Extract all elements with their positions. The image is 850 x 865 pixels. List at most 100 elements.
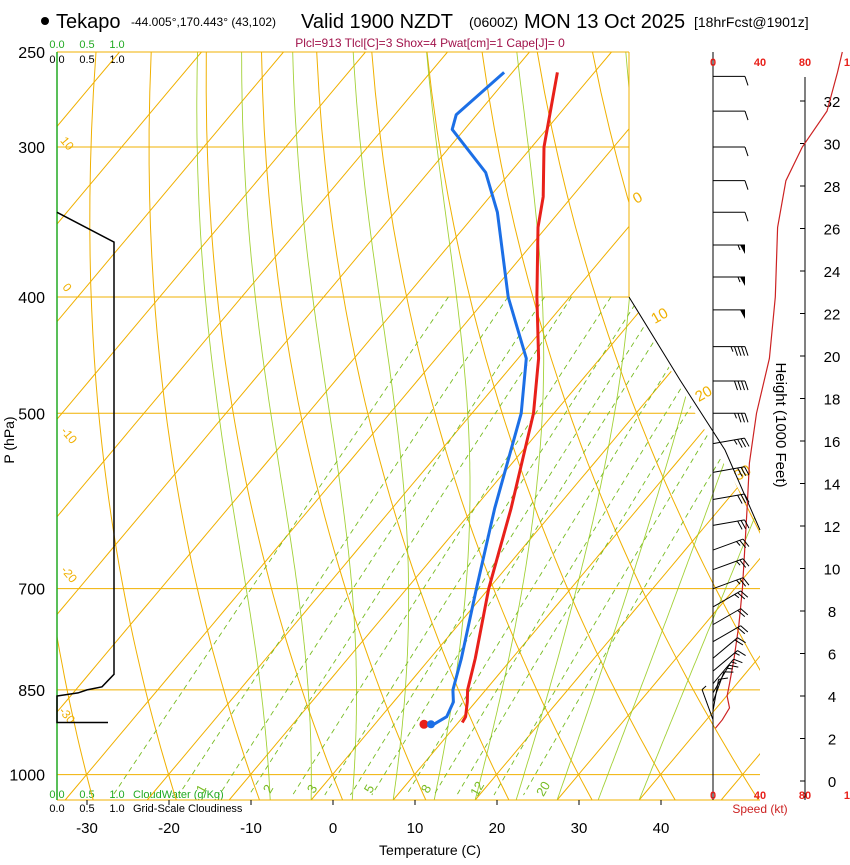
height-tick-label: 0 [828,774,836,791]
location-marker-icon [41,17,49,25]
isotherm-line [0,52,366,800]
wind-barb [713,277,745,286]
x-tick-label: 20 [489,820,506,837]
x-tick-label: 10 [407,820,424,837]
moist-adiabat-line [598,52,850,800]
wind-barb-flag [738,381,741,390]
mixing-ratio-line [325,297,640,795]
wind-barb-flag [742,413,745,422]
moist-adiabat-label: 0 [630,189,646,208]
mixing-ratio-label: 3 [304,782,321,796]
dry-adiabat-line [206,52,342,800]
wind-barb-flag [738,413,741,422]
valid-date: MON 13 Oct 2025 [524,11,685,33]
y-tick-label: 500 [18,406,45,423]
mixing-ratio-label: 8 [418,782,435,796]
height-tick-label: 26 [824,222,841,239]
cloudwater-bottom-tick-2: 1.0 [109,789,124,801]
height-tick-label: 10 [824,562,841,579]
wind-barb-staff [713,638,738,659]
grid-clip-group [0,52,850,800]
wind-barb-staff [713,609,741,625]
wind-barb-half-flag [736,580,740,584]
y-tick-label: 1000 [9,768,45,785]
height-tick-label: 2 [828,732,836,749]
wind-barb-half-flag [734,440,737,445]
wind-barb-flag [738,347,741,356]
wind-barb-flag [738,521,743,529]
moist-adiabat-line [427,52,470,800]
height-tick-label: 22 [824,307,841,324]
mixing-ratio-line [219,297,544,795]
utc-time: (0600Z) [469,14,518,30]
dry-adiabat-label: 0 [60,280,75,294]
cloudwater-top-tick-2: 1.0 [109,39,124,51]
wind-barb [713,659,742,684]
location-name: Tekapo [56,11,121,33]
y-tick-label: 700 [18,582,45,599]
x-tick-label: 30 [571,820,588,837]
wind-barb-flag [735,347,738,356]
wind-barb-half-flag [731,347,733,352]
wind-barb [713,212,748,221]
wind-barb-flag [741,439,746,447]
height-tick-label: 16 [824,434,841,451]
wind-barb-half-flag [735,653,740,656]
mixing-ratio-line [113,297,448,795]
dry-adiabat-line [593,52,850,800]
cloudiness-label: Grid-Scale Cloudiness [133,803,243,815]
height-tick-label: 20 [824,349,841,366]
wind-barb [713,310,745,319]
cloudiness-bottom-tick-0: 0.0 [49,803,64,815]
wind-barb-flag [745,181,748,190]
wind-barb [713,147,748,156]
wind-barb-half-flag [738,277,740,282]
wind-barb-staff [713,591,741,607]
wind-barb-flag [742,347,745,356]
height-tick-label: 28 [824,179,841,196]
wind-barb [713,578,749,589]
wind-barb-flag [745,212,748,221]
speed-tick-top: 80 [799,57,811,69]
moist-adiabat-line [353,52,408,800]
mixing-ratio-line [249,297,571,795]
mixing-ratio-label: 20 [533,779,553,799]
wind-barb-flag [745,381,748,390]
wind-barb-flag [745,438,750,446]
wind-barb [713,347,748,356]
x-tick-label: -30 [76,820,98,837]
moist-adiabat-line [516,52,633,800]
wind-barb [713,539,749,550]
y-tick-label: 850 [18,683,45,700]
speed-tick-bottom: 40 [754,790,766,802]
mixing-ratio-line [434,297,738,795]
wind-barb-flag [745,347,748,356]
height-tick-label: 30 [824,137,841,154]
mixing-ratio-line [372,297,682,795]
cloudiness-top-tick-1: 0.5 [79,54,94,66]
wind-barb-flag [738,439,743,447]
height-tick-label: 6 [828,647,836,664]
cloudwater-top-tick-0: 0.0 [49,39,64,51]
wind-barb-flag [734,659,743,662]
dry-adiabat-line [758,52,850,800]
cloudwater-label: CloudWater (g/Kg) [133,789,224,801]
moist-adiabat-line [293,52,357,800]
dry-adiabat-line [813,52,850,800]
wind-barb-flag [745,413,748,422]
isotherm-line [639,52,850,800]
dry-adiabat-line [262,52,426,800]
speed-tick-bottom: 0 [710,790,716,802]
dry-adiabat-line [537,52,841,800]
height-tick-label: 14 [824,477,841,494]
wind-barb-flag [745,111,748,120]
height-tick-label: 8 [828,604,836,621]
moist-adiabat-line [475,52,544,800]
height-tick-label: 24 [824,264,841,281]
x-tick-label: -10 [240,820,262,837]
wind-barb-flag [742,381,745,390]
height-axis-title: Height (1000 Feet) [772,362,789,487]
moist-adiabat-label: 20 [692,383,715,406]
